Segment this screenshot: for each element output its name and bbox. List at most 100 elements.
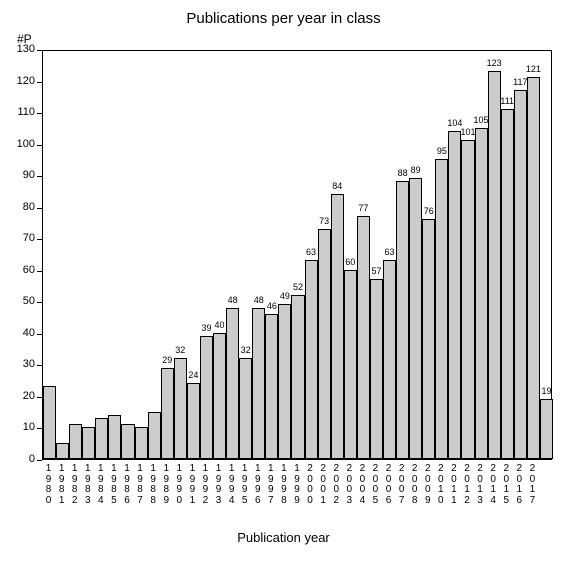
bar [121, 424, 134, 459]
x-tick-label: 2012 [460, 464, 473, 506]
bar-value-label: 117 [513, 77, 527, 87]
bar-value-label: 48 [254, 295, 264, 305]
y-tick-label: 0 [29, 453, 35, 465]
bar-value-label: 63 [306, 247, 316, 257]
x-tick-label: 2000 [304, 464, 317, 506]
y-tick-label: 100 [17, 138, 35, 150]
x-tick-label: 1983 [81, 464, 94, 506]
bar: 40 [213, 333, 226, 459]
bar: 88 [396, 181, 409, 459]
x-tick-label: 1989 [160, 464, 173, 506]
y-tick-label: 30 [23, 358, 35, 370]
bar-value-label: 32 [241, 345, 251, 355]
bar-value-label: 60 [345, 257, 355, 267]
x-tick-label: 1984 [94, 464, 107, 506]
x-tick-label: 2017 [526, 464, 539, 506]
bar [82, 427, 95, 459]
x-tick-label: 2016 [513, 464, 526, 506]
x-tick-label: 2007 [395, 464, 408, 506]
bar: 48 [226, 308, 239, 459]
bar-value-label: 48 [228, 295, 238, 305]
bar-value-label: 77 [358, 203, 368, 213]
x-tick-label: 1994 [225, 464, 238, 506]
bar-value-label: 24 [188, 370, 198, 380]
bar: 49 [278, 304, 291, 459]
bar: 60 [344, 270, 357, 459]
x-tick-label: 1991 [186, 464, 199, 506]
bar-value-label: 52 [293, 282, 303, 292]
x-tick-label: 1992 [199, 464, 212, 506]
bar: 73 [318, 229, 331, 459]
bar-value-label: 123 [487, 58, 502, 68]
bar-value-label: 57 [371, 266, 381, 276]
y-tick-label: 120 [17, 75, 35, 87]
bar: 52 [291, 295, 304, 459]
bar: 121 [527, 77, 540, 459]
x-tick-label: 2014 [487, 464, 500, 506]
bar: 63 [383, 260, 396, 459]
bar-value-label: 49 [280, 291, 290, 301]
x-tick-label: 1980 [42, 464, 55, 506]
bar: 111 [501, 109, 514, 459]
bar: 63 [305, 260, 318, 459]
x-tick-label: 2011 [447, 464, 460, 506]
y-tick-label: 80 [23, 201, 35, 213]
bar [69, 424, 82, 459]
x-tick-label: 1995 [238, 464, 251, 506]
x-tick-label: 1981 [55, 464, 68, 506]
bar: 19 [540, 399, 553, 459]
bar-value-label: 39 [201, 323, 211, 333]
x-tick-label: 2001 [317, 464, 330, 506]
bar: 104 [448, 131, 461, 459]
bar: 24 [187, 383, 200, 459]
bar-value-label: 89 [411, 165, 421, 175]
x-tick-label: 2010 [434, 464, 447, 506]
x-tick-label: 1990 [173, 464, 186, 506]
plot-area: 2932243940483248464952637384607757638889… [42, 50, 552, 460]
bar: 89 [409, 178, 422, 459]
bar-value-label: 40 [215, 320, 225, 330]
x-tick-label: 2015 [500, 464, 513, 506]
chart-title: Publications per year in class [0, 10, 567, 27]
bar-value-label: 84 [332, 181, 342, 191]
x-tick-label: 1999 [290, 464, 303, 506]
y-tick-label: 10 [23, 421, 35, 433]
x-tick-label: 1988 [147, 464, 160, 506]
bars-container: 2932243940483248464952637384607757638889… [43, 51, 551, 459]
bar-value-label: 46 [267, 301, 277, 311]
y-tick-label: 70 [23, 232, 35, 244]
bar: 29 [161, 368, 174, 459]
y-tick-label: 90 [23, 169, 35, 181]
bar: 32 [239, 358, 252, 459]
bar-value-label: 76 [424, 206, 434, 216]
bar [108, 415, 121, 459]
x-tick-label: 2009 [421, 464, 434, 506]
x-tick-label: 1987 [134, 464, 147, 506]
bar: 46 [265, 314, 278, 459]
bar-value-label: 63 [385, 247, 395, 257]
bar: 105 [475, 128, 488, 459]
bar [43, 386, 56, 459]
x-tick-label: 1982 [68, 464, 81, 506]
x-tick-label: 1998 [277, 464, 290, 506]
bar: 123 [488, 71, 501, 459]
bar: 77 [357, 216, 370, 459]
y-tick-label: 20 [23, 390, 35, 402]
x-tick-label: 1993 [212, 464, 225, 506]
bar [148, 412, 161, 459]
bar [95, 418, 108, 459]
bar [56, 443, 69, 459]
x-axis-title: Publication year [0, 530, 567, 545]
bar [135, 427, 148, 459]
bar-value-label: 105 [474, 115, 489, 125]
y-tick-label: 110 [17, 106, 35, 118]
y-tick-label: 50 [23, 295, 35, 307]
x-tick-label: 2003 [343, 464, 356, 506]
bar: 95 [435, 159, 448, 459]
bar-value-label: 73 [319, 216, 329, 226]
bar: 76 [422, 219, 435, 459]
x-axis-labels: 1980198119821983198419851986198719881989… [42, 464, 552, 514]
x-tick-label: 2002 [330, 464, 343, 506]
x-tick-label: 2006 [382, 464, 395, 506]
x-tick-label: 1986 [120, 464, 133, 506]
